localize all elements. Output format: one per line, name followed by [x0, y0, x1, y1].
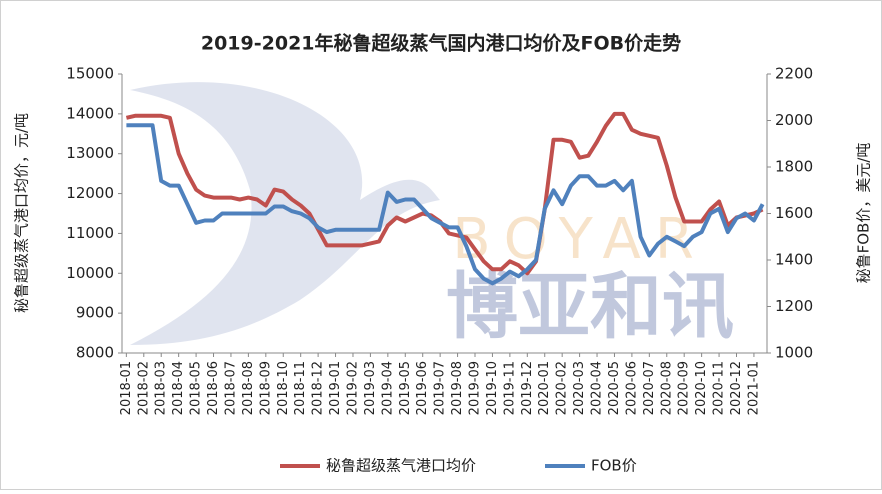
- x-tick-label: 2018-06: [206, 361, 221, 415]
- x-tick-label: 2019-02: [345, 361, 360, 415]
- y-axis-label: 秘鲁超级蒸气港口均价，元/吨: [13, 113, 31, 313]
- x-tick-label: 2018-09: [258, 361, 273, 415]
- y2-tick-label: 2200: [775, 65, 813, 83]
- y2-tick-label: 1400: [775, 251, 813, 269]
- y2-tick-label: 1000: [775, 344, 813, 362]
- watermark: BOYAR 博亚和讯: [130, 82, 734, 349]
- x-tick-label: 2018-03: [154, 361, 169, 415]
- x-tick-label: 2018-11: [293, 361, 308, 415]
- y-tick-label: 9000: [76, 304, 114, 322]
- x-tick-label: 2018-08: [241, 361, 256, 415]
- x-tick-label: 2018-10: [276, 361, 291, 415]
- x-tick-label: 2018-04: [171, 361, 186, 415]
- watermark-chinese: 博亚和讯: [446, 265, 734, 349]
- x-tick-label: 2019-11: [502, 361, 517, 415]
- x-tick-label: 2019-05: [398, 361, 413, 415]
- x-tick-label: 2019-07: [433, 361, 448, 415]
- x-tick-label: 2019-08: [450, 361, 465, 415]
- y2-tick-label: 1600: [775, 204, 813, 222]
- x-tick-label: 2020-09: [677, 361, 692, 415]
- x-tick-label: 2018-02: [136, 361, 151, 415]
- y-tick-label: 8000: [76, 344, 114, 362]
- x-tick-label: 2019-01: [328, 361, 343, 415]
- x-tick-label: 2020-01: [537, 361, 552, 415]
- x-tick-label: 2020-02: [555, 361, 570, 415]
- x-tick-label: 2020-11: [712, 361, 727, 415]
- x-tick-label: 2020-06: [624, 361, 639, 415]
- y-tick-label: 13000: [66, 144, 114, 162]
- x-tick-label: 2018-12: [311, 361, 326, 415]
- x-tick-label: 2021-01: [746, 361, 761, 415]
- legend-label: FOB价: [591, 457, 637, 475]
- x-tick-label: 2019-10: [485, 361, 500, 415]
- y-tick-label: 10000: [66, 264, 114, 282]
- y-tick-label: 15000: [66, 65, 114, 83]
- x-tick-label: 2019-06: [415, 361, 430, 415]
- x-tick-label: 2020-12: [729, 361, 744, 415]
- x-tick-label: 2019-12: [520, 361, 535, 415]
- x-tick-label: 2020-04: [590, 361, 605, 415]
- x-tick-label: 2018-05: [189, 361, 204, 415]
- x-tick-label: 2020-08: [659, 361, 674, 415]
- chart-title: 2019-2021年秘鲁超级蒸气国内港口均价及FOB价走势: [201, 32, 681, 55]
- series-line: [125, 111, 764, 276]
- watermark-latin: BOYAR: [452, 207, 708, 272]
- legend-label: 秘鲁超级蒸气港口均价: [326, 457, 476, 475]
- watermark-bird: [130, 82, 440, 345]
- x-tick-label: 2018-07: [223, 361, 238, 415]
- x-tick-label: 2019-04: [380, 361, 395, 415]
- x-tick-label: 2019-09: [468, 361, 483, 415]
- x-tick-label: 2019-03: [363, 361, 378, 415]
- y2-tick-label: 1200: [775, 297, 813, 315]
- x-tick-label: 2018-01: [119, 361, 134, 415]
- x-tick-label: 2020-05: [607, 361, 622, 415]
- y-tick-label: 12000: [66, 184, 114, 202]
- y2-tick-label: 1800: [775, 158, 813, 176]
- y2-tick-label: 2000: [775, 111, 813, 129]
- y-tick-label: 11000: [66, 224, 114, 242]
- series-line: [126, 123, 765, 286]
- x-tick-label: 2020-03: [572, 361, 587, 415]
- x-tick-label: 2020-07: [642, 361, 657, 415]
- y2-axis-label: 秘鲁FOB价，美元/吨: [855, 143, 873, 284]
- y-tick-label: 14000: [66, 104, 114, 122]
- x-tick-label: 2020-10: [694, 361, 709, 415]
